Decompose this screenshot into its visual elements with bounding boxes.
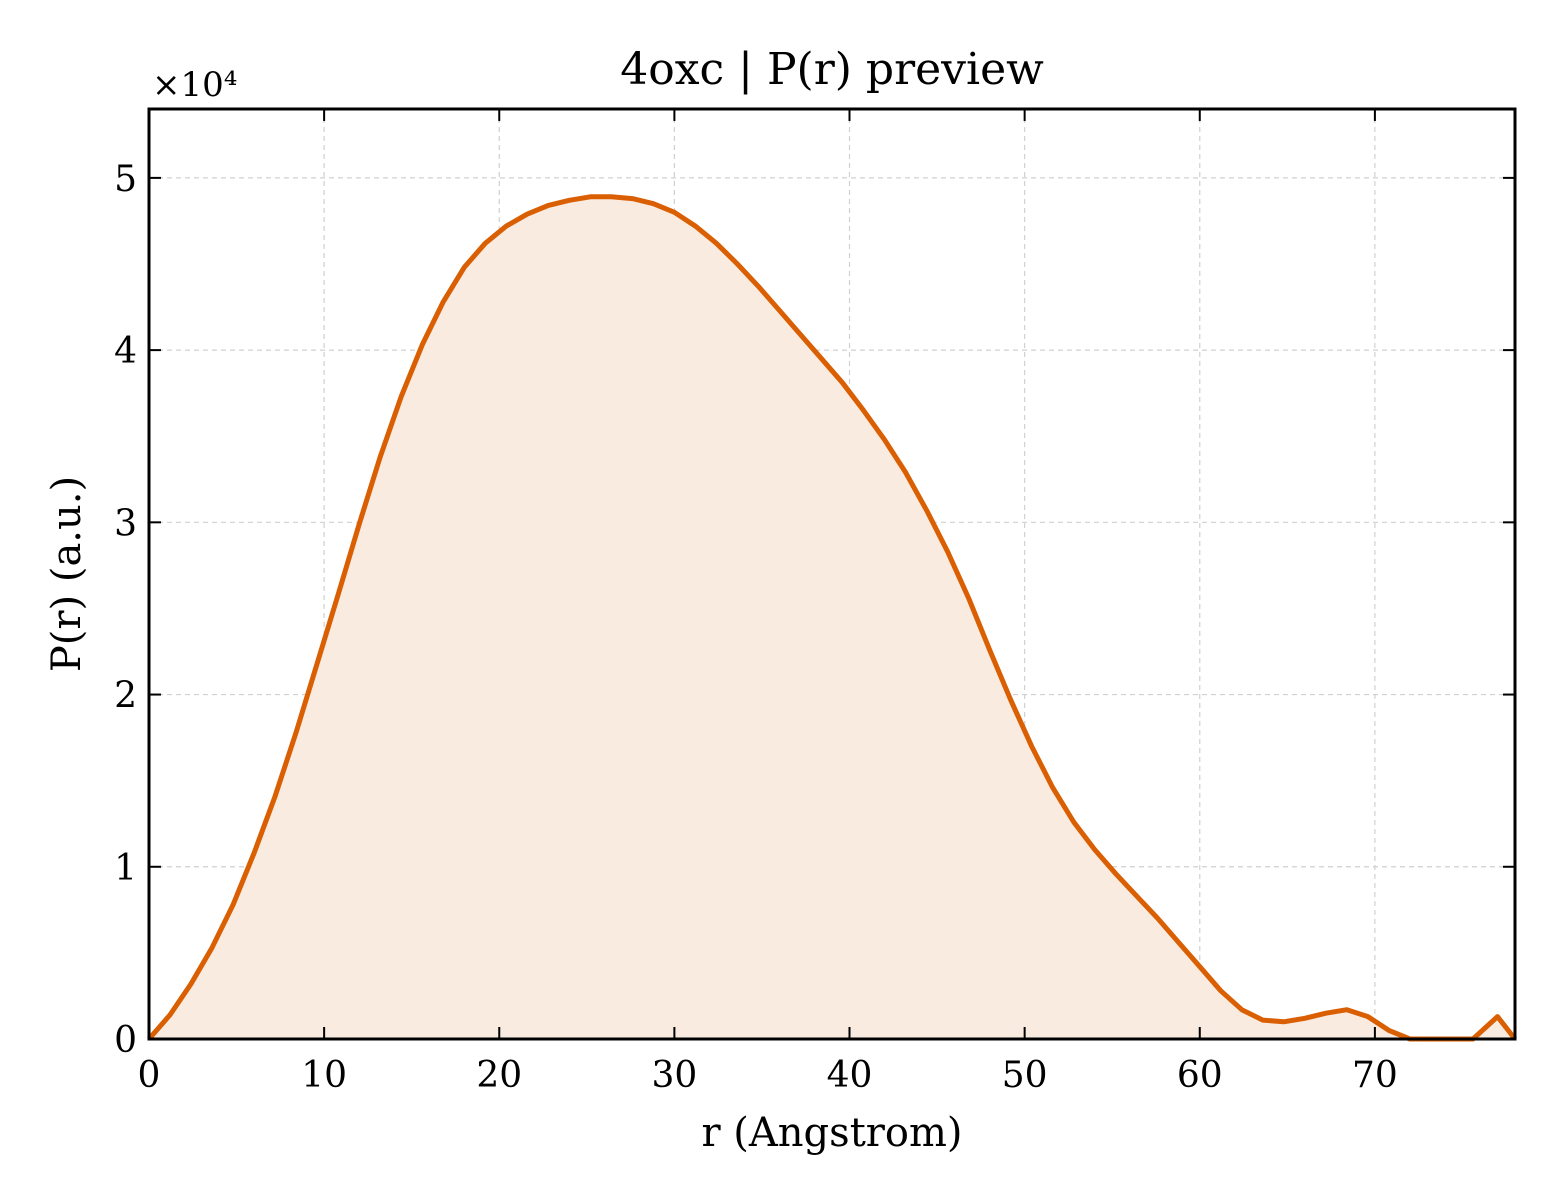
y-tick-label: 2 [114,676,137,717]
chart-title: 4oxc | P(r) preview [620,44,1044,95]
x-tick-label: 60 [1177,1055,1223,1096]
y-tick-label: 3 [114,503,137,544]
x-tick-label: 50 [1002,1055,1048,1096]
y-tick-label: 1 [114,848,137,889]
x-tick-label: 20 [476,1055,522,1096]
x-tick-label: 30 [651,1055,697,1096]
x-axis-label: r (Angstrom) [701,1110,962,1156]
y-offset-label: ×10⁴ [152,65,237,105]
y-tick-label: 4 [114,331,137,372]
x-tick-label: 40 [827,1055,873,1096]
x-tick-label: 0 [138,1055,161,1096]
x-tick-label: 70 [1352,1055,1398,1096]
tick-layer: 0 10 20 30 40 50 60 70 0 1 2 3 4 5 [114,109,1515,1096]
series-layer [147,194,1517,1042]
y-tick-label: 0 [114,1020,137,1061]
pr-curve [147,194,1517,1042]
x-tick-label: 10 [301,1055,347,1096]
y-axis-label: P(r) (a.u.) [44,476,90,672]
y-tick-label: 5 [114,159,137,200]
pr-area-fill [149,196,1515,1040]
plot-frame [147,107,1517,1041]
